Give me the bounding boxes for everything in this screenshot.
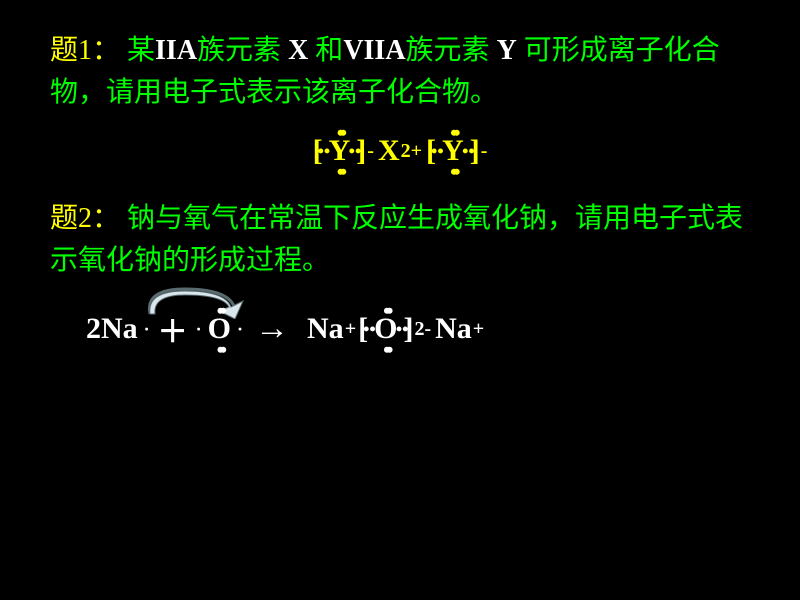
o-dot-r: · [237,320,243,338]
q1-prefix: 某 [120,35,155,66]
question-1: 题1： 某IIA族元素 X 和VIIA族元素 Y 可形成离子化合物，请用电子式表… [50,30,750,168]
lewis-2Na: 2Na · [82,314,142,344]
q1-X: X [288,35,308,66]
lewis-Y-left: •• •• Y •• •• [325,136,355,166]
op-dots-l: •• [363,326,376,332]
dots-right2: •• [462,148,475,154]
sup-2plus: 2+ [401,140,422,163]
dots-bottom: •• [337,166,342,177]
q1-Y: Y [497,35,517,66]
electron-transfer-arrow-icon [135,279,255,319]
dots-left2: •• [431,148,444,154]
q1-mid3: 族元素 [406,35,497,66]
o-dots-bot: •• [217,344,222,355]
q2-label: 题2： [50,203,120,234]
Na-plus-2: Na [435,312,472,346]
q1-group2: VIIA [343,35,405,66]
sup-minus: - [367,140,374,163]
q1-mid1: 族元素 [197,35,288,66]
o-dots-top: •• [217,305,222,316]
sup-2minus: 2- [414,318,431,341]
lewis-O-product: •• •• O •• •• [370,314,401,344]
q2-equation-row: 2Na · ＋ •• · O · •• → Na+ [ •• •• O [80,307,750,351]
q1-mid2: 和 [308,35,343,66]
o-dot-l: · [196,320,202,338]
sup-p2: + [473,318,484,341]
lewis-Y-right: •• •• Y •• •• [438,136,468,166]
lewis-O-reactant: •• · O · •• [204,314,235,344]
q1-formula-row: [ •• •• Y •• •• ]- X2+ [ •• •• Y •• •• [50,134,750,168]
atom-X: X [378,134,400,168]
dots-top: •• [337,127,342,138]
q1-label: 题1： [50,35,120,66]
sup-p1: + [345,318,356,341]
dots-bottom2: •• [450,166,455,177]
dot-r: · [144,320,150,338]
dots-left: •• [318,148,331,154]
atom-2Na: 2Na [82,314,142,344]
question-2: 题2： 钠与氧气在常温下反应生成氧化钠，请用电子式表示氧化钠的形成过程。 2Na… [50,198,750,351]
op-dots-r: •• [396,326,409,332]
op-dots-bot: •• [383,344,388,355]
q1-text: 题1： 某IIA族元素 X 和VIIA族元素 Y 可形成离子化合物，请用电子式表… [50,30,750,114]
op-dots-top: •• [383,305,388,316]
q1-group1: IIA [155,35,197,66]
dots-right: •• [349,148,362,154]
q2-equation: 2Na · ＋ •• · O · •• → Na+ [ •• •• O [80,307,484,351]
q1-formula: [ •• •• Y •• •• ]- X2+ [ •• •• Y •• •• [313,134,488,168]
q2-text: 题2： 钠与氧气在常温下反应生成氧化钠，请用电子式表示氧化钠的形成过程。 [50,198,750,282]
q2-body: 钠与氧气在常温下反应生成氧化钠，请用电子式表示氧化钠的形成过程。 [50,203,743,276]
sup-minus2: - [481,140,488,163]
Na-plus-1: Na [307,312,344,346]
dots-top2: •• [450,127,455,138]
reaction-arrow: → [255,310,289,348]
